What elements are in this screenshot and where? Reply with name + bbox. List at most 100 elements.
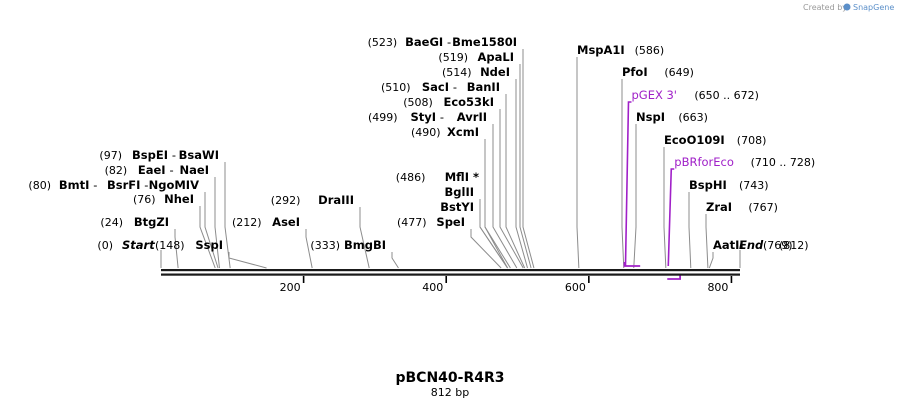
leader-bmgbi: [391, 252, 399, 269]
site-position: (212): [232, 216, 262, 229]
primer-leader: [624, 101, 632, 267]
primer-arrow: [623, 262, 641, 267]
bottom-strand-line: [161, 273, 740, 276]
site-styi: AvrII-StyI (499): [368, 110, 487, 124]
site-sspi: SspI (148): [155, 238, 223, 252]
site-position: (708): [737, 134, 767, 147]
enzyme-name: NdeI: [480, 65, 510, 79]
site-position: (97): [99, 149, 122, 162]
credit-brand: SnapGene: [853, 3, 894, 12]
enzyme-name: EaeI: [138, 163, 166, 177]
snapgene-credit: Created by SnapGene: [803, 3, 894, 12]
end-label: End: [739, 238, 764, 252]
leader-spei: [470, 229, 502, 269]
site-position: (523): [368, 36, 398, 49]
enzyme-name: BaeGI: [405, 35, 443, 49]
leader-btgzi: [174, 229, 179, 269]
site-asei: AseI (212): [232, 215, 300, 229]
site-position: (767): [748, 201, 778, 214]
enzyme-name: DraIII: [318, 193, 354, 207]
start-label: Start: [122, 238, 155, 252]
leader-saci: [505, 94, 526, 269]
snapgene-logo-icon: [843, 3, 851, 11]
enzyme-name: AatII: [713, 238, 744, 252]
enzyme-name: EcoO109I: [664, 133, 725, 147]
leader-eco53ki: [499, 109, 524, 269]
top-strand-line: [161, 269, 740, 272]
leader-aatii: [708, 252, 714, 269]
enzyme-name: MflI *: [445, 170, 479, 184]
primer-arrow: [667, 275, 682, 280]
enzyme-name: Eco53kI: [443, 95, 494, 109]
sequence-backbone: [161, 269, 740, 276]
leader-ndei: [515, 79, 528, 269]
tick-label-400: 400: [422, 281, 443, 294]
enzyme-name: AvrII: [457, 110, 487, 124]
site-position: (76): [133, 193, 156, 206]
site-position: (663): [678, 111, 708, 124]
site-btgzi: BtgZI (24): [100, 215, 169, 229]
enzyme-name: ApaLI: [478, 50, 515, 64]
enzyme-name: MspA1I: [577, 43, 625, 57]
enzyme-name: BspEI: [132, 148, 168, 162]
enzyme-name: BglII: [445, 185, 475, 199]
leader-zrai: [705, 214, 709, 269]
enzyme-name: ZraI: [706, 200, 732, 214]
site-position: (743): [739, 179, 769, 192]
primer-leader: [667, 168, 675, 267]
site-position: (490): [411, 126, 441, 139]
site-position: (333): [310, 239, 340, 252]
leader-pfoi: [621, 79, 625, 269]
site-position: (499): [368, 111, 398, 124]
site-bmgbi: BmgBI (333): [310, 238, 386, 252]
end-position: (812): [779, 239, 809, 252]
enzyme-name: BmgBI: [344, 238, 386, 252]
site-draiii: DraIII (292): [271, 193, 354, 207]
primer-pgex3: pGEX 3' (650 .. 672): [623, 88, 759, 267]
site-position: (148): [155, 239, 185, 252]
site-bspei: BsaWI-BspEI (97): [99, 148, 219, 162]
tick-label-200: 200: [280, 281, 301, 294]
leader-sspi: [228, 252, 267, 269]
site-apali: ApaLI (519): [438, 50, 514, 64]
leader-bspei: [224, 162, 231, 269]
enzyme-name: BstYI: [440, 200, 474, 214]
site-eco53ki: Eco53kI (508): [403, 95, 494, 109]
site-nhei: NheI (76): [133, 192, 194, 206]
tick-label-600: 600: [565, 281, 586, 294]
site-position: (477): [397, 216, 427, 229]
enzyme-name: NaeI: [180, 163, 209, 177]
separator: -: [144, 178, 148, 192]
leader-bsphi: [688, 192, 692, 269]
leader-draiii: [359, 207, 370, 269]
enzyme-name: NgoMIV: [149, 178, 199, 192]
separator: -: [447, 35, 451, 49]
primer-range: (710 .. 728): [751, 156, 816, 169]
start-position: (0): [97, 239, 113, 252]
site-bsphi: BspHI (743): [689, 178, 769, 192]
plasmid-size: 812 bp: [431, 386, 469, 399]
site-position: (649): [664, 66, 694, 79]
enzyme-name: Bme1580I: [452, 35, 517, 49]
cut-site-leaders: [174, 49, 714, 269]
site-position: (486): [396, 171, 426, 184]
plasmid-name: pBCN40-R4R3: [395, 370, 504, 386]
site-position: (519): [438, 51, 468, 64]
leader-bglii: [479, 199, 508, 269]
leader-xcmi: [484, 139, 511, 269]
enzyme-name: SpeI: [436, 215, 465, 229]
site-nspi: NspI (663): [636, 110, 708, 124]
primer-pbrforeco: pBRforEco (710 .. 728): [667, 155, 816, 280]
site-baegi: Bme1580I-BaeGI (523): [368, 35, 517, 49]
leader-baegi: [522, 49, 535, 269]
site-position: (24): [100, 216, 123, 229]
enzyme-name: NheI: [164, 192, 194, 206]
enzyme-name: SspI: [195, 238, 223, 252]
site-position: (292): [271, 194, 301, 207]
enzyme-name: StyI: [410, 110, 436, 124]
site-mspa1i: MspA1I (586): [577, 43, 664, 57]
site-eaei: NaeI-EaeI (82): [105, 163, 209, 177]
site-aatii: AatII (769): [713, 238, 793, 252]
separator: -: [93, 178, 97, 192]
